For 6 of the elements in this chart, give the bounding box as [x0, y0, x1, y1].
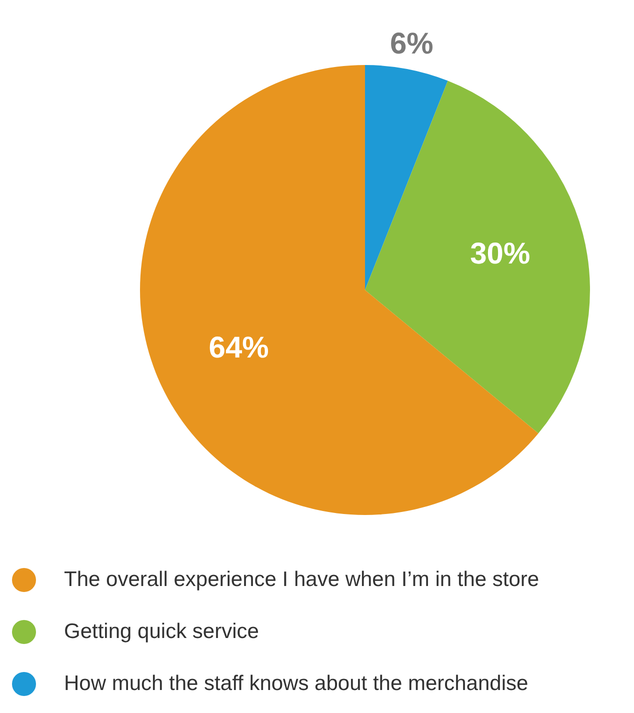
data-label: 30% — [470, 238, 530, 271]
legend-label: The overall experience I have when I’m in the store — [64, 568, 540, 592]
legend-label: Getting quick service — [64, 620, 259, 644]
legend-label: How much the staff knows about the merchandise — [64, 672, 528, 696]
data-label: 6% — [390, 28, 434, 61]
data-label: 64% — [208, 332, 269, 365]
